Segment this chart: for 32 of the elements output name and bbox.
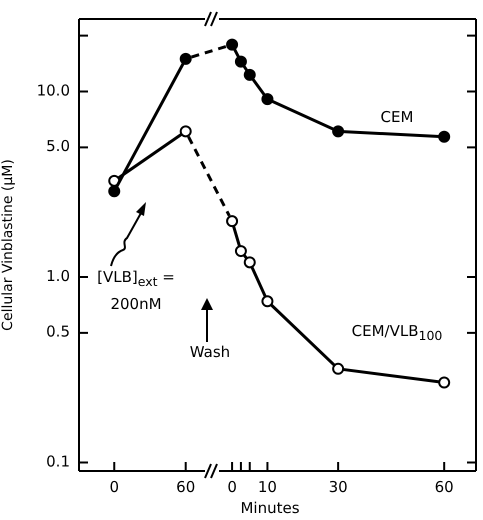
point — [438, 376, 450, 388]
x-tick-label: 30 — [328, 478, 348, 496]
y-tick-label: 1.0 — [46, 266, 70, 285]
point — [332, 362, 344, 375]
y-tick-label: 5.0 — [46, 137, 70, 156]
point — [180, 125, 192, 138]
point — [226, 38, 238, 51]
point — [261, 93, 274, 106]
annotation: [VLB]$_{ext}$ = 200nM — [96, 267, 176, 315]
series-label: CEM — [380, 107, 414, 128]
point — [108, 185, 120, 198]
point — [244, 256, 256, 268]
y-axis-title: Cellular Vinblastine (μM) — [0, 159, 16, 331]
point — [180, 52, 192, 65]
point — [234, 245, 247, 258]
y-tick-label: 0.5 — [46, 322, 70, 341]
point — [234, 56, 247, 68]
y-tick-label: 0.1 — [46, 452, 70, 470]
x-tick-label: 60 — [434, 478, 454, 496]
annotation: Wash — [188, 342, 232, 363]
point — [438, 130, 450, 143]
x-tick-label: 60 — [176, 478, 196, 496]
point — [261, 295, 274, 308]
y-tick-label: 10.0 — [36, 81, 70, 100]
point — [332, 125, 344, 138]
legend-label: CEM/VLB$_{100}$ — [350, 321, 444, 345]
x-tick-label: 10 — [258, 478, 277, 496]
x-tick-label: 0 — [109, 478, 120, 496]
x-tick-label: 0 — [227, 478, 237, 496]
point — [244, 68, 256, 81]
point — [226, 215, 238, 228]
x-axis-title: Minutes — [239, 498, 301, 519]
